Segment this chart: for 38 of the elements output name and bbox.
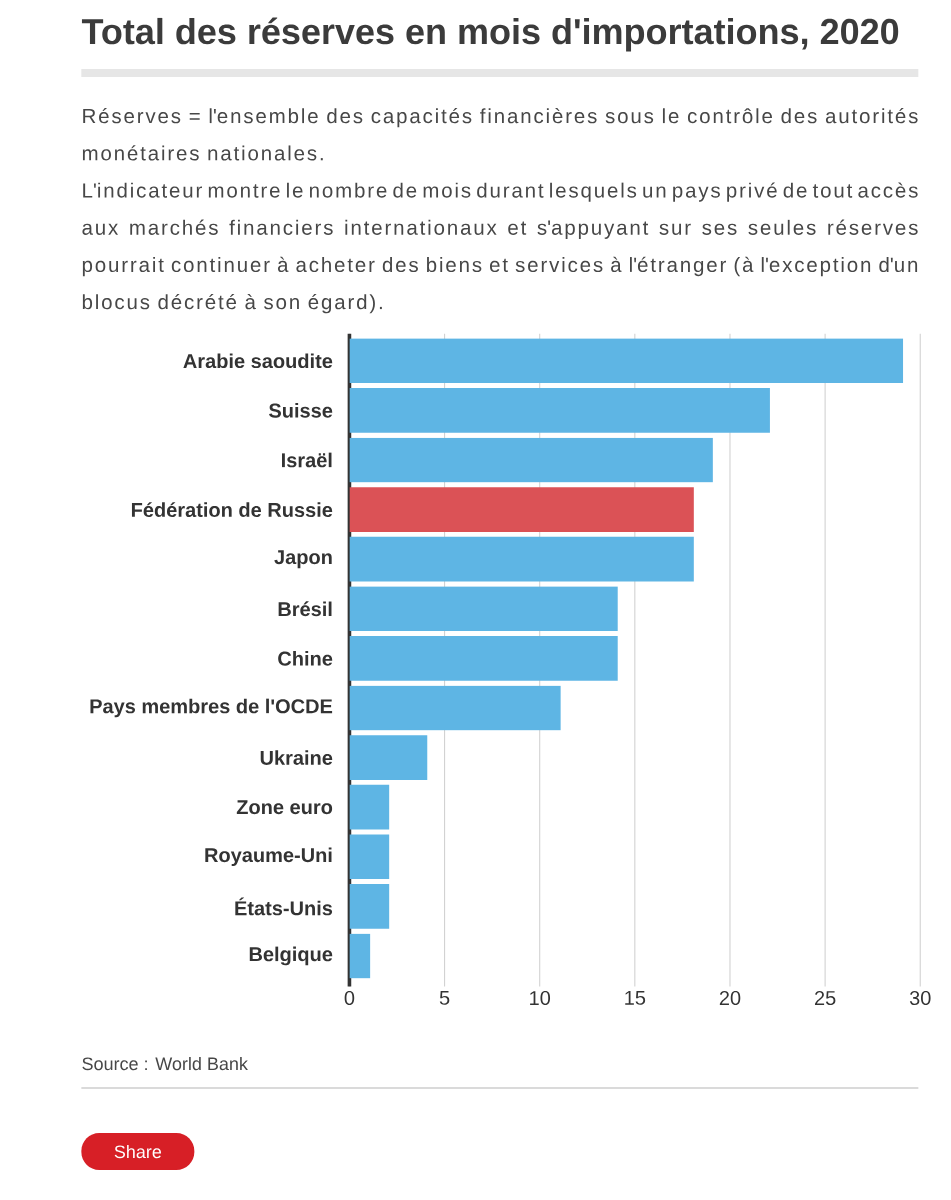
x-tick-label: 0 — [344, 990, 355, 1006]
chart-subtitle: Réserves = l'ensemble des capacités financières sous le contrôle des autorités monétaires nationales. — [82, 108, 918, 161]
bar — [349, 735, 428, 780]
x-tick-label: 15 — [625, 990, 645, 1005]
bar — [349, 636, 618, 681]
x-tick-label: 20 — [719, 990, 741, 1006]
y-tick-label: Arabie saoudite — [183, 353, 333, 369]
y-tick-label: Chine — [278, 651, 333, 666]
y-tick-label: États-Unis — [235, 897, 332, 916]
bar — [349, 933, 371, 979]
x-tick-label: 5 — [439, 990, 450, 1005]
bar — [349, 338, 903, 384]
y-tick-label: Suisse — [268, 403, 333, 418]
y-tick-label: Belgique — [249, 946, 333, 966]
text: Share — [114, 1144, 161, 1159]
bar — [349, 487, 694, 532]
y-tick-label: Brésil — [278, 601, 332, 617]
y-tick-label: Pays membres de l'OCDE — [90, 698, 332, 718]
bar — [349, 834, 390, 880]
y-tick-label: Fédération de Russie — [131, 502, 333, 517]
bar — [349, 784, 390, 830]
y-tick-label: Zone euro — [236, 800, 332, 815]
x-tick-label: 25 — [814, 990, 836, 1006]
y-tick-label: Ukraine — [260, 750, 333, 765]
y-tick-label: Japon — [274, 550, 332, 569]
bar — [349, 536, 694, 582]
bar — [349, 586, 618, 632]
x-tick-label: 30 — [909, 990, 931, 1006]
bar — [349, 437, 713, 483]
bar — [349, 685, 561, 731]
text: L'indicateur montre le nombre de mois durant lesquels un pays privé de tout accès aux marchés financiers internationaux et s'appuyant sur ses seules réserves pourrait continuer à acheter des biens et services à l'étranger (à l'exception d'un blocus décrété à son égard). — [82, 182, 918, 314]
bar — [349, 388, 770, 433]
source-note: Source : World Bank — [82, 1056, 248, 1071]
y-tick-label: Royaume-Uni — [205, 847, 332, 867]
bar — [349, 884, 390, 929]
chart-title: Total des réserves en mois d'importations, 2020 — [81, 17, 899, 52]
y-tick-label: Israël — [281, 452, 332, 468]
x-tick-label: 10 — [529, 990, 550, 1006]
